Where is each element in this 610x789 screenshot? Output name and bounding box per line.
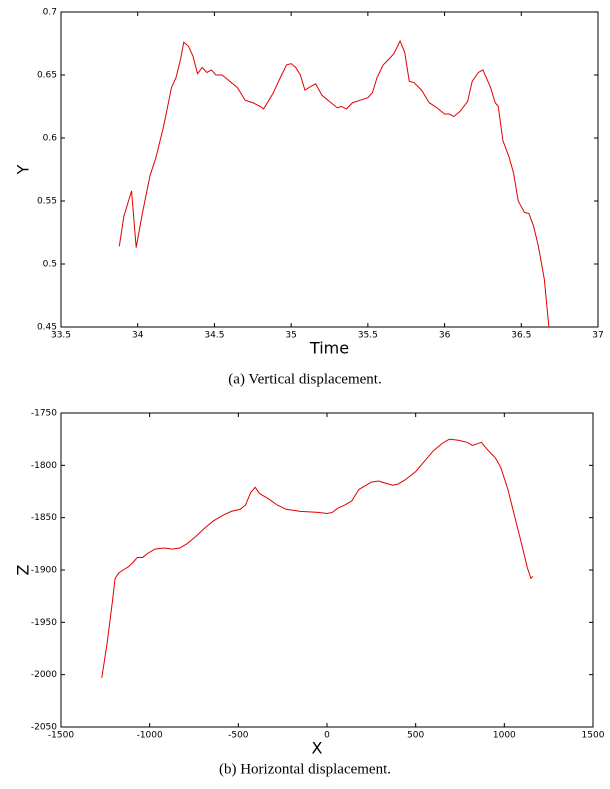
x-tick-label: -500 <box>228 731 249 741</box>
x-tick-label: 0 <box>324 731 330 741</box>
y-tick-label: 0.65 <box>37 71 57 81</box>
x-tick-label: 35.5 <box>358 331 378 341</box>
y-axis-label: Y <box>14 164 33 175</box>
plot-frame <box>60 412 594 728</box>
x-tick-label: 35 <box>285 331 296 341</box>
x-tick-label: 500 <box>407 731 424 741</box>
data-line <box>101 438 534 678</box>
y-tick-label: -2050 <box>31 723 57 733</box>
x-tick-label: 36.5 <box>511 331 531 341</box>
x-tick-label: 34 <box>132 331 144 341</box>
x-tick-label: 34.5 <box>204 331 224 341</box>
y-tick-label: -1750 <box>31 409 57 419</box>
x-axis-label: X <box>312 739 323 758</box>
x-tick-label: 1000 <box>493 731 516 741</box>
y-tick-label: 0.7 <box>43 8 57 18</box>
y-tick-label: 0.5 <box>43 260 57 270</box>
caption: (b) Horizontal displacement. <box>219 761 391 777</box>
x-tick-label: 37 <box>592 331 603 341</box>
data-line <box>118 39 550 328</box>
x-axis-label: Time <box>309 339 349 358</box>
plot-frame <box>60 11 599 328</box>
y-tick-label: 0.55 <box>37 197 57 207</box>
y-axis-label: Z <box>14 564 33 575</box>
x-tick-label: 1500 <box>582 731 605 741</box>
y-tick-label: -1850 <box>31 513 57 523</box>
y-tick-label: 0.45 <box>37 323 57 333</box>
y-tick-label: -1950 <box>31 618 57 628</box>
y-tick-label: -2000 <box>31 670 57 680</box>
x-tick-label: -1500 <box>48 731 74 741</box>
y-tick-label: -1800 <box>31 461 57 471</box>
y-tick-label: -1900 <box>31 566 57 576</box>
x-tick-label: 36 <box>439 331 451 341</box>
x-tick-label: 33.5 <box>51 331 71 341</box>
caption: (a) Vertical displacement. <box>228 371 381 387</box>
x-tick-label: -1000 <box>137 731 163 741</box>
y-tick-label: 0.6 <box>43 134 58 144</box>
